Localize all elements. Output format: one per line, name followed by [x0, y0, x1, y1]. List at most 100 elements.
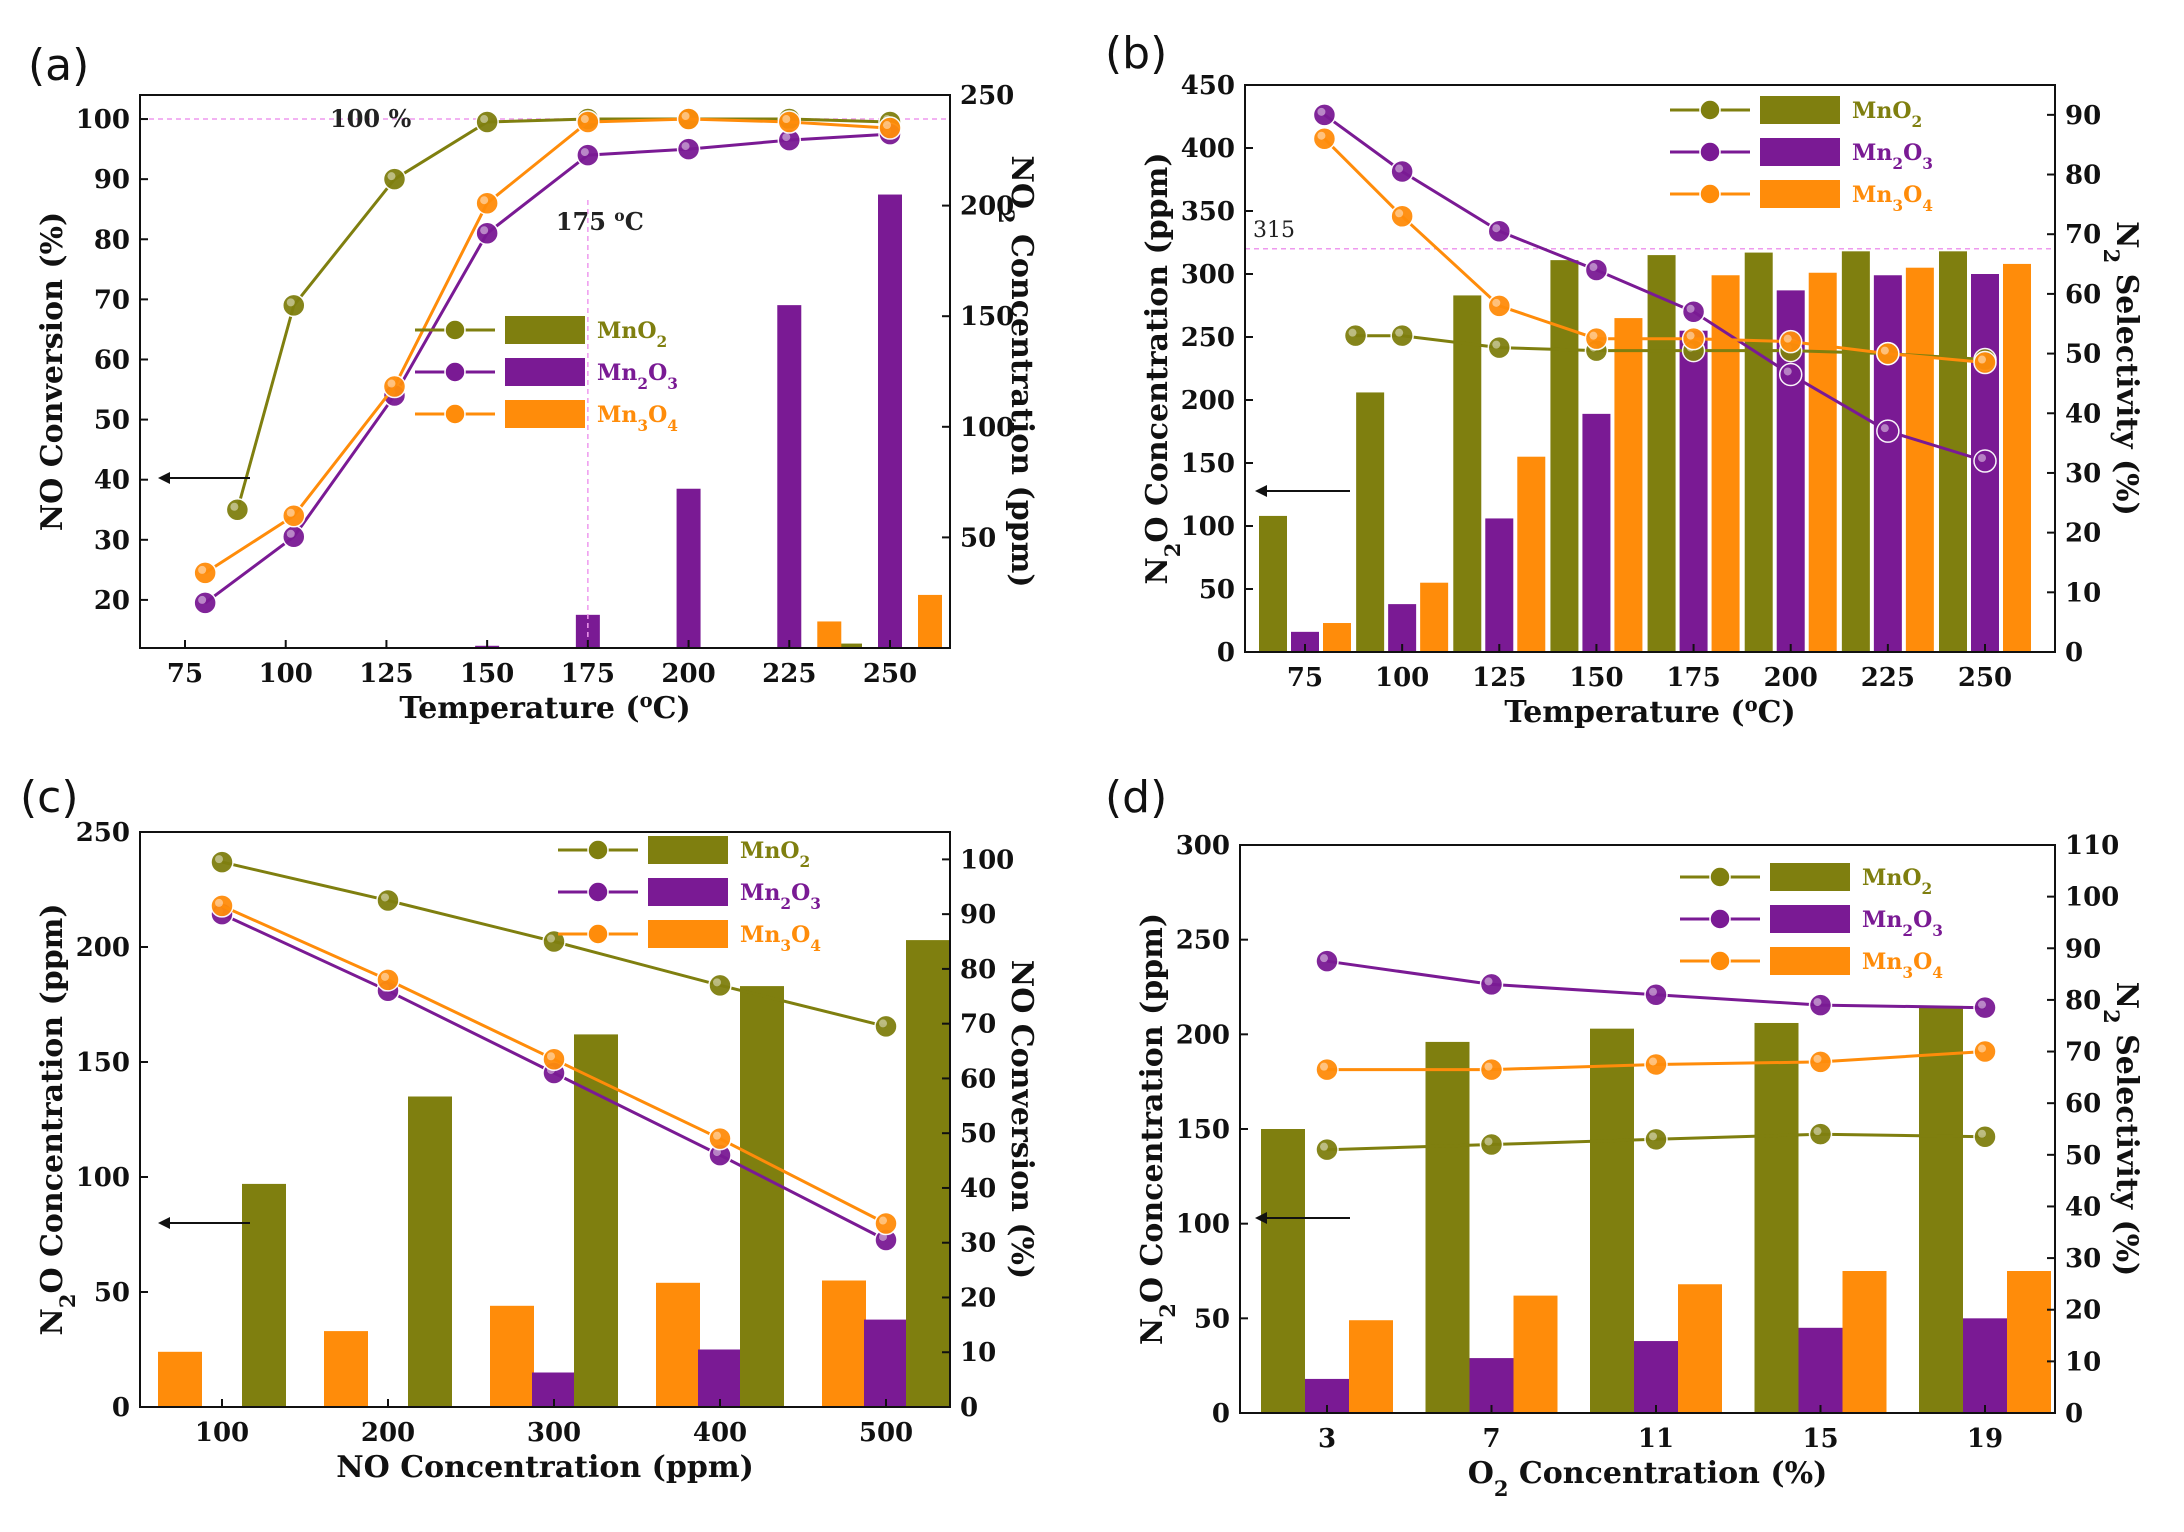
marker-highlight [1880, 346, 1889, 355]
marker-mn3o4-150 [475, 191, 499, 215]
legend-swatch-mno2 [505, 316, 585, 344]
marker-highlight [198, 595, 207, 604]
marker-mn2o3-150 [1584, 258, 1609, 282]
bar-mn3o4-100 [1420, 582, 1449, 652]
marker-highlight [1320, 1062, 1328, 1071]
marker-mn3o4-175 [576, 110, 600, 134]
x-tick-label: 100 [1375, 663, 1429, 693]
y-right-tick-label: 90 [2065, 101, 2101, 131]
bar-mn3o4-11 [1678, 1284, 1722, 1413]
marker-mn2o3-200 [676, 137, 701, 161]
bar-mno2-11 [1590, 1028, 1634, 1413]
bar-mn3o4-300 [490, 1305, 534, 1407]
bar-mno2-200 [1744, 252, 1773, 652]
y-right-tick-label: 90 [2065, 934, 2101, 964]
y-left-tick-label: 100 [1181, 512, 1235, 542]
bar-mno2-3 [1261, 1129, 1305, 1413]
marker-mn3o4-3 [1315, 1057, 1339, 1082]
legend-swatch-mn3o4 [648, 920, 728, 948]
marker-mn3o4-102 [282, 504, 306, 528]
x-tick-label: 150 [460, 659, 514, 689]
legend-marker-mn3o4 [587, 923, 609, 945]
bar-mno2-400 [740, 986, 784, 1407]
plot-frame [1244, 84, 2056, 653]
x-tick-label: 150 [1569, 663, 1623, 693]
marker-highlight [782, 133, 791, 142]
x-tick-label: 15 [1802, 1424, 1838, 1454]
marker-mno2-19 [1973, 1124, 1997, 1149]
marker-mno2-88 [225, 498, 250, 522]
marker-mn3o4-250 [878, 116, 902, 140]
marker-highlight [1978, 454, 1986, 463]
legend-swatch-mn3o4 [1760, 180, 1840, 208]
y-left-tick-label: 50 [94, 406, 130, 436]
y-left-tick-label: 450 [1181, 71, 1235, 101]
marker-highlight [1317, 107, 1326, 116]
x-tick-label: 75 [1287, 663, 1323, 693]
y-right-tick-label: 80 [960, 955, 996, 985]
line-mn2o3 [204, 132, 891, 605]
x-tick-label: 200 [1764, 663, 1818, 693]
marker-mn3o4-7 [1479, 1057, 1504, 1082]
x-axis-label: Temperature (oC) [399, 689, 690, 727]
x-tick-label: 11 [1638, 1424, 1674, 1454]
marker-highlight [681, 142, 690, 151]
marker-highlight [580, 115, 589, 124]
y-right-tick-label: 70 [2065, 220, 2101, 250]
marker-highlight [1686, 304, 1695, 313]
annotation-100-percent: 100 % [330, 104, 411, 133]
legend-swatch-mno2 [1770, 863, 1850, 891]
marker-highlight [480, 226, 489, 235]
marker-highlight [1978, 1044, 1986, 1053]
bar-mn3o4-100 [158, 1351, 202, 1407]
marker-mn3o4-300 [542, 1047, 566, 1072]
bar-mno2-250 [838, 643, 862, 648]
marker-highlight [1813, 1127, 1822, 1136]
marker-mn3o4-175 [1681, 326, 1706, 351]
x-tick-label: 125 [359, 659, 413, 689]
marker-mn2o3-225 [1876, 419, 1900, 443]
y-left-tick-label: 60 [94, 345, 130, 375]
marker-mn3o4-200 [676, 107, 701, 131]
x-tick-label: 100 [195, 1418, 249, 1448]
marker-mn3o4-225 [777, 110, 802, 134]
marker-mn3o4-200 [376, 968, 400, 992]
y-left-tick-label: 250 [1176, 926, 1230, 956]
marker-highlight [1649, 987, 1657, 996]
legend-marker-mn2o3 [587, 881, 609, 903]
legend-marker-mno2 [1709, 866, 1731, 888]
marker-highlight [1589, 263, 1598, 272]
x-tick-label: 7 [1482, 1424, 1500, 1454]
bar-mno2-19 [1919, 1005, 1963, 1413]
marker-mno2-15 [1808, 1122, 1833, 1146]
y-left-tick-label: 80 [94, 225, 130, 255]
bar-mn3o4-15 [1842, 1271, 1887, 1413]
legend-swatch-mn2o3 [1770, 905, 1850, 933]
legend-marker-mn2o3 [444, 361, 466, 383]
bar-mn2o3-225 [1873, 275, 1902, 652]
marker-highlight [547, 934, 555, 943]
bar-mn3o4-225 [1905, 267, 1934, 652]
marker-mn2o3-102 [282, 525, 306, 549]
bar-mn3o4-19 [2007, 1271, 2051, 1413]
y-left-tick-label: 400 [1181, 134, 1235, 164]
marker-highlight [1492, 340, 1501, 349]
y-right-tick-label: 40 [2065, 1192, 2101, 1222]
y-right-tick-label: 60 [960, 1064, 996, 1094]
y-right-tick-label: 40 [960, 1174, 996, 1204]
y-left-axis-label: NO Conversion (%) [35, 212, 70, 531]
marker-mno2-125 [1487, 335, 1512, 360]
y-left-tick-label: 100 [76, 105, 130, 135]
x-tick-label: 225 [1861, 663, 1915, 693]
marker-highlight [580, 148, 589, 157]
y-right-tick-label: 20 [2065, 519, 2101, 549]
bar-mn3o4-75 [1323, 623, 1351, 652]
left-axis-arrow-head [158, 1217, 170, 1229]
marker-mn3o4-400 [708, 1126, 732, 1151]
marker-highlight [1484, 977, 1493, 986]
y-left-tick-label: 50 [1194, 1304, 1230, 1334]
panel-b: (b)75 100 125 150 175 200 225 25005010015020025… [1105, 28, 2144, 730]
y-right-tick-label: 70 [2065, 1038, 2101, 1068]
y-left-tick-label: 200 [1181, 386, 1235, 416]
bar-mn3o4-7 [1513, 1295, 1558, 1413]
